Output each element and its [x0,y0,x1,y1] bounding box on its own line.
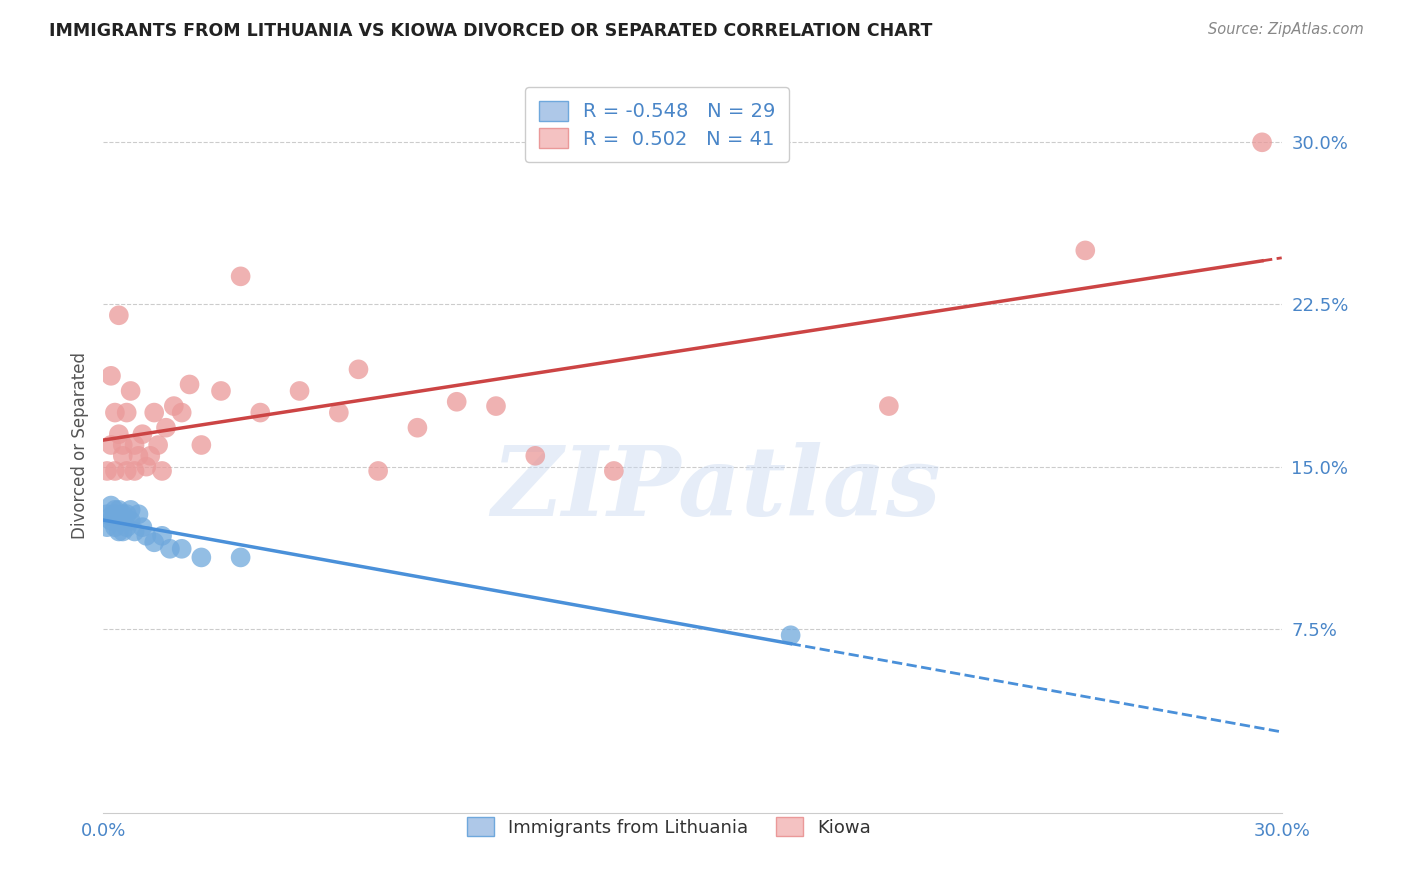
Point [104,520,127,534]
Point [155,420,177,434]
Point [108,427,131,442]
Point [111,524,134,539]
Point [170,541,193,556]
Point [111,438,134,452]
Point [877,399,900,413]
Point [209,384,232,398]
Point [100,368,122,383]
Point [111,514,134,528]
Point [100,438,122,452]
Point [779,628,801,642]
Point [100,514,122,528]
Point [139,449,162,463]
Point [100,509,122,524]
Text: IMMIGRANTS FROM LITHUANIA VS KIOWA DIVORCED OR SEPARATED CORRELATION CHART: IMMIGRANTS FROM LITHUANIA VS KIOWA DIVOR… [49,22,932,40]
Point [124,464,146,478]
Point [100,499,122,513]
Point [127,507,149,521]
Point [104,507,127,521]
Point [131,520,153,534]
Point [108,524,131,539]
Point [150,529,173,543]
Text: Source: ZipAtlas.com: Source: ZipAtlas.com [1208,22,1364,37]
Y-axis label: Divorced or Separated: Divorced or Separated [72,351,89,539]
Point [120,503,142,517]
Point [111,449,134,463]
Legend: Immigrants from Lithuania, Kiowa: Immigrants from Lithuania, Kiowa [460,810,879,844]
Point [131,427,153,442]
Point [96,464,118,478]
Point [446,394,468,409]
Point [135,459,157,474]
Point [108,503,131,517]
Point [485,399,508,413]
Point [190,550,212,565]
Point [163,399,186,413]
Point [104,464,127,478]
Point [347,362,370,376]
Point [143,535,166,549]
Point [111,507,134,521]
Point [104,406,127,420]
Point [603,464,626,478]
Point [127,449,149,463]
Point [115,520,138,534]
Point [115,464,138,478]
Point [1074,244,1097,258]
Point [159,541,181,556]
Point [190,438,212,452]
Point [135,529,157,543]
Point [150,464,173,478]
Point [406,420,429,434]
Point [108,308,131,322]
Point [524,449,547,463]
Point [124,524,146,539]
Point [96,520,118,534]
Point [104,503,127,517]
Point [328,406,350,420]
Point [288,384,311,398]
Text: ZIPatlas: ZIPatlas [491,442,941,536]
Point [124,438,146,452]
Point [143,406,166,420]
Point [249,406,271,420]
Point [367,464,389,478]
Point [108,514,131,528]
Point [115,507,138,521]
Point [96,507,118,521]
Point [120,384,142,398]
Point [170,406,193,420]
Point [179,377,201,392]
Point [1251,136,1274,150]
Point [146,438,169,452]
Point [229,550,252,565]
Point [115,406,138,420]
Point [120,514,142,528]
Point [229,269,252,284]
